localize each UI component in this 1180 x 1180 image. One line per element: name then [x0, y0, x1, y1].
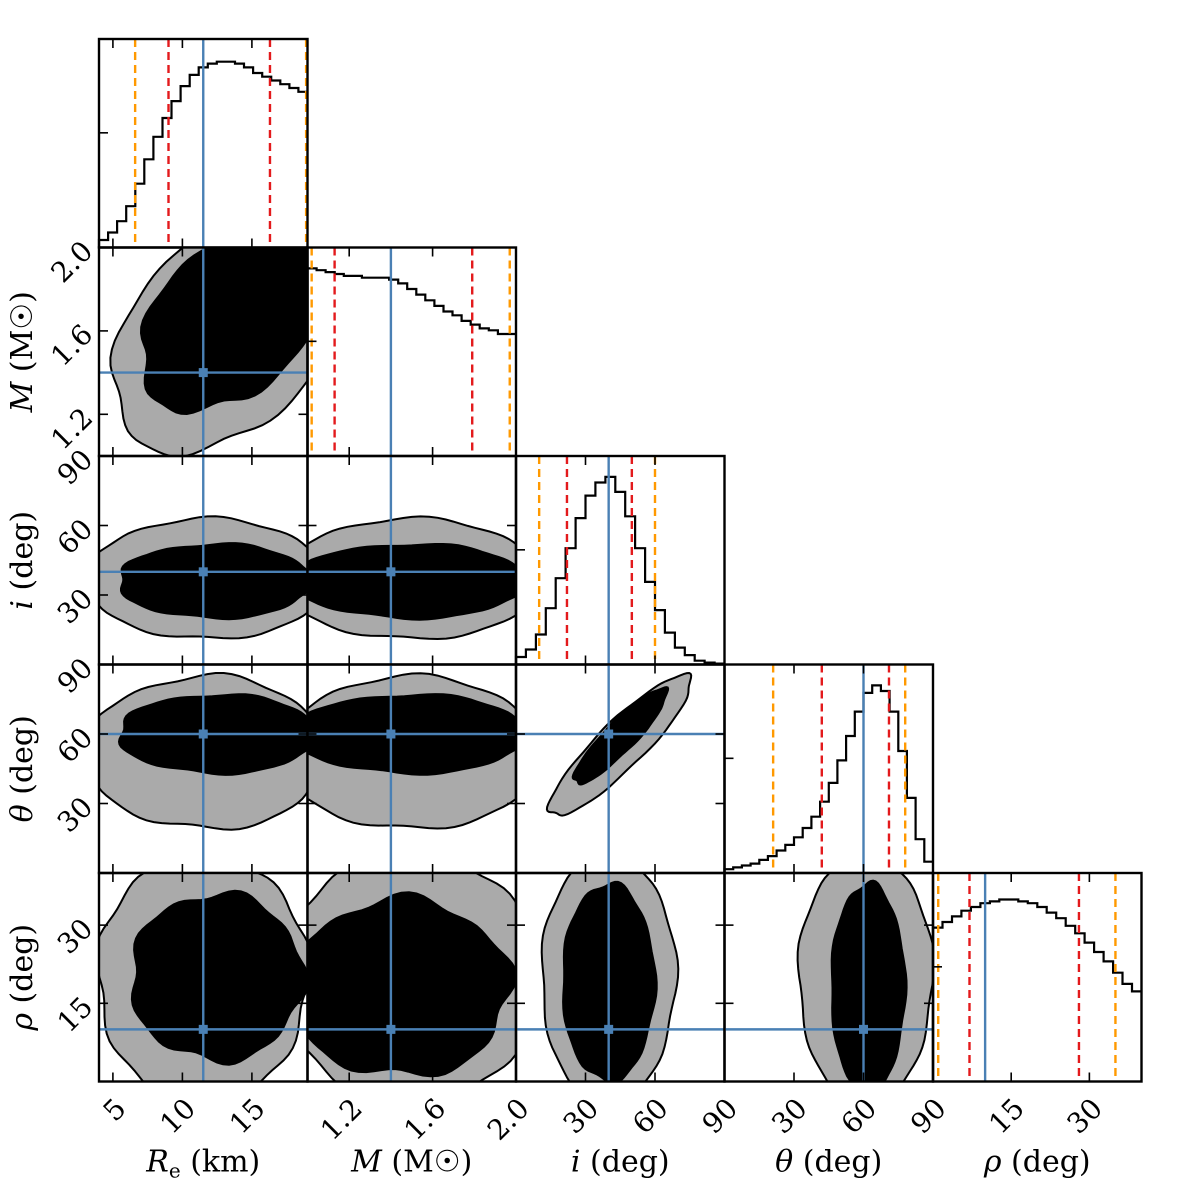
y-tick-label-rho-1: 30 — [51, 912, 100, 961]
truth-marker-M-rho — [386, 1024, 396, 1034]
contours-i-rho — [540, 873, 680, 1082]
x-tick-label-M-1: 1.6 — [397, 1092, 452, 1147]
x-tick-label-i-2: 90 — [696, 1092, 745, 1141]
contour-68-i-rho — [562, 880, 658, 1082]
histogram-i — [514, 475, 725, 665]
contours-i-theta — [545, 671, 693, 817]
hist-panel-i — [514, 454, 726, 666]
panel-frame — [931, 871, 1143, 1083]
y-tick-label-M-2: 2.0 — [44, 234, 99, 289]
contour-panel-Re-rho — [97, 871, 309, 1083]
y-tick-label-rho-0: 15 — [51, 990, 100, 1039]
x-tick-label-rho-1: 30 — [1060, 1092, 1109, 1141]
truth-marker-i-theta — [604, 729, 614, 739]
contours-Re-i — [99, 515, 308, 640]
contours-Re-theta — [99, 672, 308, 831]
contour-68-M-i — [307, 543, 516, 621]
truth-marker-Re-rho — [198, 1024, 208, 1034]
contour-panel-M-i — [306, 454, 518, 666]
truth-marker-Re-theta — [198, 729, 208, 739]
x-axis-label-i: i (deg) — [571, 1145, 670, 1180]
y-axis-label-rho: ρ (deg) — [5, 924, 40, 1032]
y-tick-label-i-2: 90 — [51, 443, 100, 492]
x-tick-label-M-2: 2.0 — [481, 1092, 536, 1147]
contour-panel-i-theta — [514, 663, 726, 875]
x-axis-label-Re: Re (km) — [145, 1145, 260, 1180]
panel-frame — [723, 663, 935, 875]
x-tick-label-Re-2: 15 — [223, 1092, 272, 1141]
contour-panel-Re-theta — [97, 663, 309, 875]
y-tick-label-theta-0: 30 — [51, 790, 100, 839]
y-axis-label-theta: θ (deg) — [5, 715, 40, 822]
y-tick-label-M-1: 1.6 — [44, 318, 99, 373]
y-tick-label-theta-2: 90 — [51, 651, 100, 700]
contours-Re-M — [109, 247, 308, 456]
y-tick-label-theta-1: 60 — [51, 721, 100, 770]
contours-M-i — [307, 515, 516, 641]
contour-68-theta-rho — [830, 879, 908, 1082]
y-tick-label-i-1: 60 — [51, 512, 100, 561]
truth-marker-Re-M — [198, 368, 208, 378]
x-tick-label-rho-0: 15 — [982, 1092, 1031, 1141]
contour-68-i-theta — [571, 686, 670, 786]
x-tick-label-theta-2: 90 — [904, 1092, 953, 1141]
panel-frame — [514, 454, 726, 666]
panel-frame — [306, 246, 518, 458]
histogram-Re — [97, 60, 308, 248]
y-tick-label-i-0: 30 — [51, 582, 100, 631]
x-tick-label-theta-1: 60 — [835, 1092, 884, 1141]
contour-panel-M-rho — [306, 871, 518, 1083]
contour-panel-Re-i — [97, 454, 309, 666]
contour-panel-theta-rho — [723, 871, 935, 1083]
histogram-rho — [931, 898, 1142, 1082]
x-tick-label-i-1: 60 — [626, 1092, 675, 1141]
x-tick-label-Re-1: 10 — [154, 1092, 203, 1141]
x-tick-label-M-0: 1.2 — [314, 1092, 369, 1147]
truth-marker-i-rho — [604, 1024, 614, 1034]
truth-marker-M-i — [386, 567, 396, 577]
x-axis-label-theta: θ (deg) — [775, 1145, 882, 1180]
x-axis-label-rho: ρ (deg) — [983, 1145, 1091, 1180]
x-tick-label-Re-0: 5 — [97, 1092, 133, 1128]
contour-panel-M-theta — [306, 663, 518, 875]
hist-panel-theta — [723, 663, 935, 875]
histogram-theta — [723, 684, 933, 873]
contour-panel-i-rho — [514, 871, 726, 1083]
x-tick-label-theta-0: 30 — [765, 1092, 814, 1141]
truth-marker-Re-i — [198, 567, 208, 577]
hist-panel-rho — [931, 871, 1143, 1083]
x-axis-label-M: M (M☉) — [350, 1145, 472, 1180]
contour-panel-Re-M — [97, 246, 309, 458]
truth-marker-M-theta — [386, 729, 396, 739]
contour-68-Re-rho — [130, 889, 308, 1066]
truth-marker-theta-rho — [859, 1024, 868, 1034]
y-axis-label-i: i (deg) — [5, 511, 40, 610]
histogram-M — [306, 267, 516, 456]
hist-panel-Re — [97, 37, 309, 249]
contours-theta-rho — [796, 873, 933, 1082]
x-tick-label-i-0: 30 — [557, 1092, 606, 1141]
contour-68-Re-i — [120, 542, 308, 621]
contours-M-rho — [307, 873, 516, 1082]
hist-panel-M — [306, 246, 518, 458]
contours-M-theta — [307, 672, 516, 830]
y-axis-label-M: M (M☉) — [5, 291, 40, 413]
